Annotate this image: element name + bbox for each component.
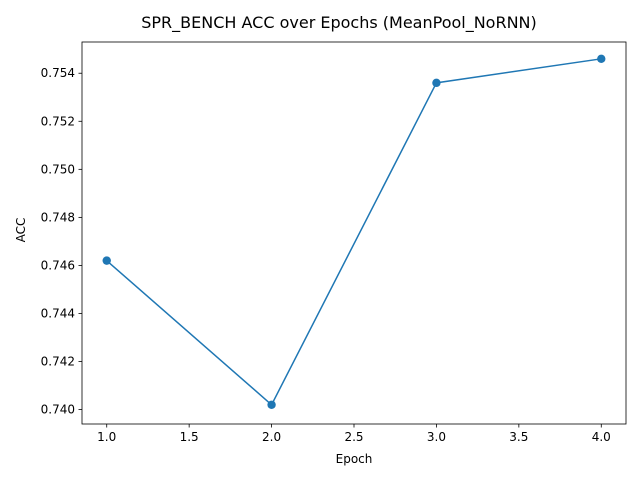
chart-title: SPR_BENCH ACC over Epochs (MeanPool_NoRN…	[141, 13, 537, 33]
x-axis-ticks: 1.0 1.5 2.0 2.5 3.0 3.5 4.0	[97, 424, 611, 444]
x-axis-label: Epoch	[336, 452, 373, 466]
x-tick-label: 1.0	[97, 430, 116, 444]
data-point	[597, 54, 606, 64]
y-tick-label: 0.746	[41, 258, 75, 272]
y-tick-label: 0.744	[41, 306, 75, 320]
x-tick-label: 3.0	[427, 430, 446, 444]
data-point	[432, 78, 441, 88]
x-tick-label: 2.0	[262, 430, 281, 444]
x-tick-label: 3.5	[509, 430, 528, 444]
data-point	[267, 400, 276, 409]
y-tick-label: 0.740	[41, 403, 75, 417]
y-tick-label: 0.742	[41, 355, 75, 369]
plot-area	[81, 41, 627, 425]
y-tick-label: 0.750	[41, 162, 75, 176]
plot-frame	[81, 41, 627, 425]
y-tick-label: 0.754	[41, 66, 75, 80]
x-tick-label: 2.5	[344, 430, 363, 444]
y-tick-label: 0.752	[41, 114, 75, 128]
y-tick-label: 0.748	[41, 210, 75, 224]
series-line	[106, 58, 602, 406]
x-tick-label: 1.5	[180, 430, 199, 444]
x-tick-label: 4.0	[592, 430, 611, 444]
y-axis-ticks: 0.740 0.742 0.744 0.746 0.748 0.750 0.752 0.754	[41, 66, 82, 417]
data-point	[102, 256, 111, 265]
y-axis-label: ACC	[14, 218, 28, 243]
